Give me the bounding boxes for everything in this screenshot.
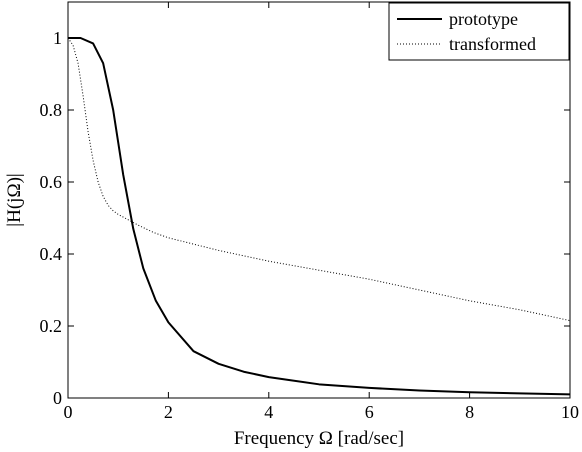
legend: prototype transformed	[388, 2, 570, 61]
y-tick-label: 0.2	[40, 316, 63, 336]
y-tick-label: 0.4	[40, 244, 63, 264]
y-axis-label: |H(jΩ)|	[4, 173, 25, 226]
y-tick-label: 0	[53, 388, 62, 408]
legend-label-transformed: transformed	[449, 34, 536, 54]
plot-area	[67, 1, 571, 399]
y-tick-label: 1	[53, 28, 62, 48]
legend-label-prototype: prototype	[449, 9, 518, 29]
x-tick-label: 10	[561, 402, 579, 422]
y-axis-ticks: 0 0.2 0.4 0.6 0.8 1	[40, 28, 570, 408]
series-layer	[67, 37, 571, 396]
x-tick-label: 8	[465, 402, 474, 422]
series-line-transformed	[67, 37, 571, 322]
x-tick-label: 6	[365, 402, 374, 422]
legend-box	[388, 2, 570, 61]
x-tick-label: 2	[164, 402, 173, 422]
y-tick-label: 0.6	[40, 172, 63, 192]
x-tick-label: 4	[264, 402, 273, 422]
series-line-prototype	[68, 37, 571, 396]
y-tick-label: 0.8	[40, 100, 63, 120]
x-tick-label: 0	[64, 402, 73, 422]
x-axis-label: Frequency Ω [rad/sec]	[234, 428, 404, 449]
